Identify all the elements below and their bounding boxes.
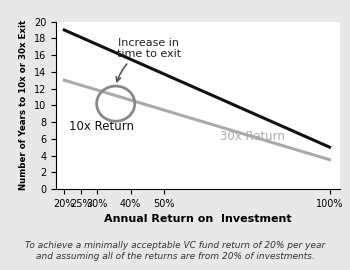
- Y-axis label: Number of Years to 10x or 30x Exit: Number of Years to 10x or 30x Exit: [19, 20, 28, 190]
- X-axis label: Annual Return on  Investment: Annual Return on Investment: [104, 214, 292, 224]
- Text: 30x Return: 30x Return: [220, 130, 285, 143]
- Text: Increase in
time to exit: Increase in time to exit: [116, 38, 181, 82]
- Text: To achieve a minimally acceptable VC fund return of 20% per year
and assuming al: To achieve a minimally acceptable VC fun…: [25, 241, 325, 261]
- Text: 10x Return: 10x Return: [69, 120, 134, 133]
